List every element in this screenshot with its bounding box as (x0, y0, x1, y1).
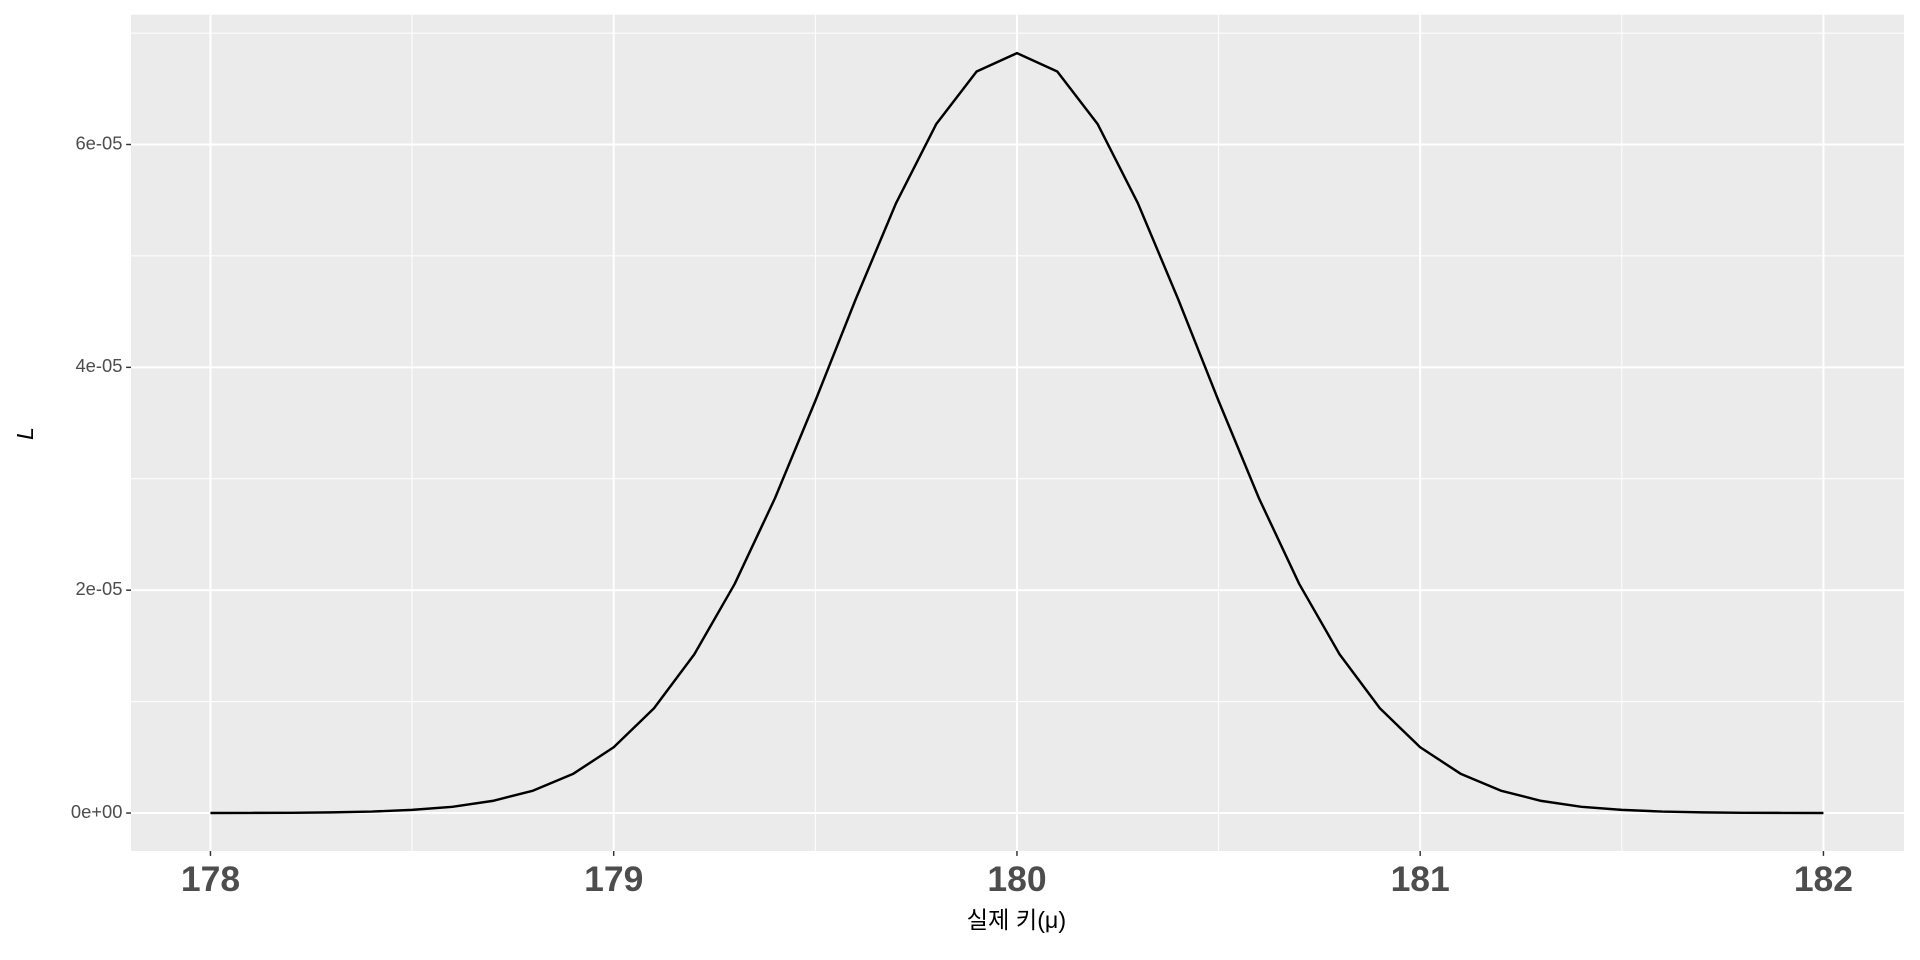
x-tick-label: 182 (1794, 859, 1853, 899)
y-tick-label: 2e-05 (75, 578, 122, 599)
x-tick-label: 181 (1391, 859, 1450, 899)
y-axis-title: L (12, 427, 38, 440)
x-tick-label: 180 (987, 859, 1046, 899)
x-tick-label: 178 (181, 859, 240, 899)
y-tick-label: 0e+00 (71, 801, 123, 822)
x-tick-label: 179 (584, 859, 643, 899)
y-tick-label: 4e-05 (75, 355, 122, 376)
x-axis-title: 실제 키(μ) (967, 907, 1067, 933)
y-tick-label: 6e-05 (75, 132, 122, 153)
line-series (210, 51, 1824, 815)
